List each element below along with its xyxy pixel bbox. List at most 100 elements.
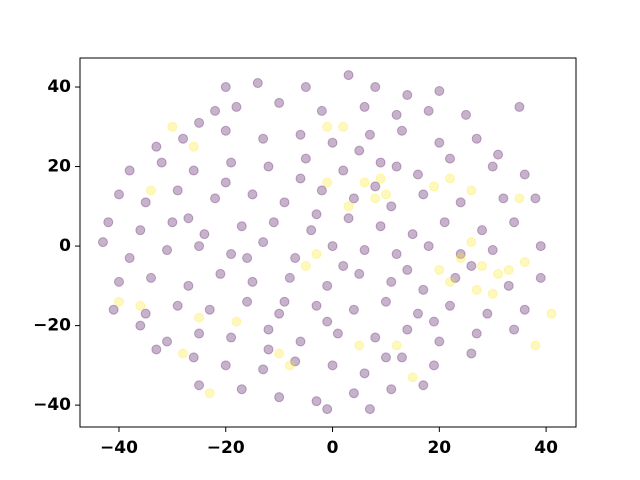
point	[370, 332, 381, 343]
point	[380, 189, 391, 200]
point	[493, 268, 504, 279]
point	[359, 245, 370, 256]
point	[226, 249, 237, 260]
point	[509, 324, 520, 335]
point	[194, 241, 205, 252]
x-tick-label: 0	[327, 438, 339, 458]
point	[498, 193, 509, 204]
point	[113, 189, 124, 200]
point	[258, 237, 269, 248]
point	[135, 320, 146, 331]
point	[412, 308, 423, 319]
point	[258, 133, 269, 144]
point	[375, 221, 386, 232]
point	[482, 308, 493, 319]
point	[434, 137, 445, 148]
plot-area	[80, 58, 576, 427]
point	[386, 276, 397, 287]
point	[444, 276, 455, 287]
point	[258, 364, 269, 375]
point	[423, 105, 434, 116]
point	[135, 225, 146, 236]
point	[151, 141, 162, 152]
point	[178, 133, 189, 144]
point	[274, 308, 285, 319]
point	[220, 125, 231, 136]
point	[295, 173, 306, 184]
point	[359, 177, 370, 188]
point	[487, 245, 498, 256]
point	[263, 324, 274, 335]
point	[220, 177, 231, 188]
point	[306, 225, 317, 236]
point	[471, 284, 482, 295]
point	[402, 89, 413, 100]
point	[268, 217, 279, 228]
point	[274, 97, 285, 108]
point	[407, 372, 418, 383]
x-tick-label: 40	[534, 438, 558, 458]
point	[354, 340, 365, 351]
point	[428, 360, 439, 371]
point	[364, 129, 375, 140]
point	[311, 249, 322, 260]
point	[220, 82, 231, 93]
point	[466, 185, 477, 196]
point	[135, 300, 146, 311]
point	[279, 296, 290, 307]
point	[423, 241, 434, 252]
point	[535, 241, 546, 252]
point	[183, 213, 194, 224]
point	[236, 384, 247, 395]
point	[412, 169, 423, 180]
point	[236, 221, 247, 232]
point	[146, 272, 157, 283]
point	[418, 189, 429, 200]
point	[327, 137, 338, 148]
point	[519, 256, 530, 267]
point	[146, 185, 157, 196]
point	[471, 328, 482, 339]
point	[546, 308, 557, 319]
point	[231, 101, 242, 112]
point	[439, 217, 450, 228]
point	[113, 296, 124, 307]
point	[204, 304, 215, 315]
point	[97, 237, 108, 248]
y-tick-label: 40	[47, 77, 71, 97]
point	[434, 86, 445, 97]
point	[343, 213, 354, 224]
point	[402, 324, 413, 335]
point	[343, 201, 354, 212]
plot-frame	[79, 57, 577, 428]
point	[444, 173, 455, 184]
point	[380, 352, 391, 363]
point	[375, 157, 386, 168]
point	[263, 344, 274, 355]
point	[338, 260, 349, 271]
point	[124, 253, 135, 264]
point	[466, 237, 477, 248]
point	[300, 260, 311, 271]
point	[455, 197, 466, 208]
point	[396, 352, 407, 363]
point	[386, 201, 397, 212]
point	[183, 280, 194, 291]
point	[172, 185, 183, 196]
point	[194, 380, 205, 391]
point	[503, 264, 514, 275]
point	[327, 241, 338, 252]
point	[455, 249, 466, 260]
point	[386, 384, 397, 395]
point	[220, 360, 231, 371]
point	[391, 109, 402, 120]
point	[300, 153, 311, 164]
point	[247, 276, 258, 287]
point	[519, 169, 530, 180]
point	[428, 181, 439, 192]
point	[391, 249, 402, 260]
point	[188, 352, 199, 363]
point	[509, 217, 520, 228]
point	[514, 193, 525, 204]
point	[290, 253, 301, 264]
